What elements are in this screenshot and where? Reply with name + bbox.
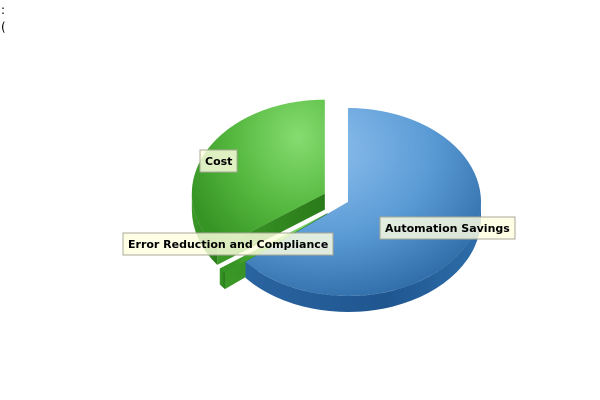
pie-label-box-cost <box>199 149 238 173</box>
corner-text-2: ( <box>1 20 6 34</box>
pie-label-automation-savings: Automation Savings <box>379 216 516 240</box>
pie-label-box-automation-savings <box>379 216 516 240</box>
pie-slice-side-automation-savings <box>245 202 481 312</box>
pie-slice-top-cost <box>191 99 325 249</box>
corner-text-1: : <box>1 3 6 17</box>
pie-label-text-automation-savings: Automation Savings <box>385 222 510 235</box>
pie-label-text-error-reduction-and-compliance: Error Reduction and Compliance <box>128 238 328 251</box>
pie-label-cost: Cost <box>199 149 238 173</box>
pie-label-box-error-reduction-and-compliance <box>122 232 334 256</box>
pie-label-text-cost: Cost <box>205 155 232 168</box>
pie-slice-side-error-reduction-and-compliance <box>219 268 225 290</box>
pie-label-error-reduction-and-compliance: Error Reduction and Compliance <box>122 232 334 256</box>
